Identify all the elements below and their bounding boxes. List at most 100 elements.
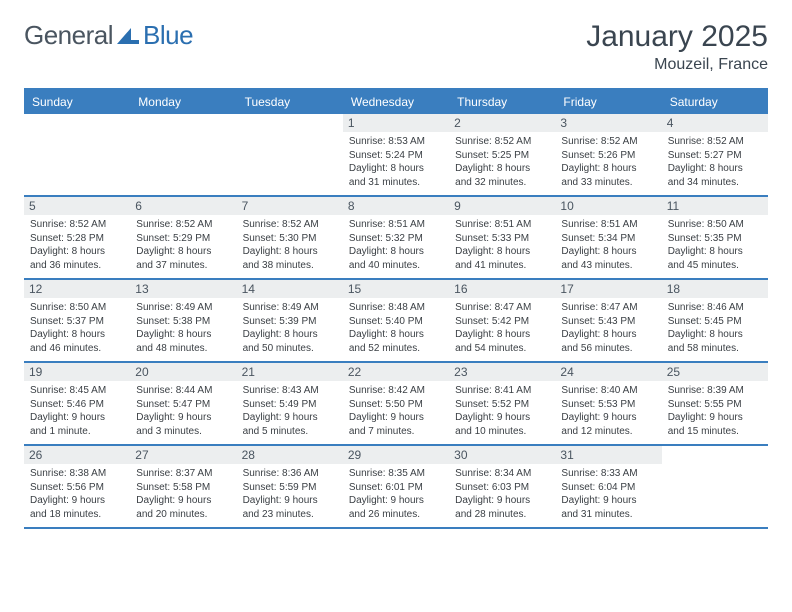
day-info: Sunrise: 8:35 AMSunset: 6:01 PMDaylight:… <box>349 467 443 521</box>
day-info: Sunrise: 8:41 AMSunset: 5:52 PMDaylight:… <box>455 384 549 438</box>
sunset-text: Sunset: 5:52 PM <box>455 398 549 412</box>
sunset-text: Sunset: 5:58 PM <box>136 481 230 495</box>
sunrise-text: Sunrise: 8:47 AM <box>561 301 655 315</box>
sunrise-text: Sunrise: 8:51 AM <box>455 218 549 232</box>
sunrise-text: Sunrise: 8:52 AM <box>243 218 337 232</box>
daylight-text: Daylight: 8 hours and 45 minutes. <box>668 245 762 272</box>
day-cell: 6 Sunrise: 8:52 AMSunset: 5:29 PMDaylight… <box>130 197 236 278</box>
day-number: 16 <box>449 280 555 298</box>
calendar: Sunday Monday Tuesday Wednesday Thursday… <box>24 88 768 529</box>
sunrise-text: Sunrise: 8:42 AM <box>349 384 443 398</box>
day-number: 6 <box>130 197 236 215</box>
day-cell: 21Sunrise: 8:43 AMSunset: 5:49 PMDayligh… <box>237 363 343 444</box>
sunset-text: Sunset: 5:40 PM <box>349 315 443 329</box>
daylight-text: Daylight: 8 hours and 48 minutes. <box>136 328 230 355</box>
weekday-header-row: Sunday Monday Tuesday Wednesday Thursday… <box>24 90 768 114</box>
day-info: Sunrise: 8:34 AMSunset: 6:03 PMDaylight:… <box>455 467 549 521</box>
daylight-text: Daylight: 8 hours and 43 minutes. <box>561 245 655 272</box>
day-info: Sunrise: 8:44 AMSunset: 5:47 PMDaylight:… <box>136 384 230 438</box>
sunset-text: Sunset: 5:29 PM <box>136 232 230 246</box>
day-cell: 12Sunrise: 8:50 AMSunset: 5:37 PMDayligh… <box>24 280 130 361</box>
sunset-text: Sunset: 5:50 PM <box>349 398 443 412</box>
sunset-text: Sunset: 5:59 PM <box>243 481 337 495</box>
day-info: Sunrise: 8:47 AMSunset: 5:43 PMDaylight:… <box>561 301 655 355</box>
day-number: 22 <box>343 363 449 381</box>
sunrise-text: Sunrise: 8:53 AM <box>349 135 443 149</box>
day-cell: 11Sunrise: 8:50 AMSunset: 5:35 PMDayligh… <box>662 197 768 278</box>
daylight-text: Daylight: 9 hours and 12 minutes. <box>561 411 655 438</box>
sunset-text: Sunset: 5:47 PM <box>136 398 230 412</box>
day-cell: 27 Sunrise: 8:37 AMSunset: 5:58 PMDayligh… <box>130 446 236 527</box>
day-info: Sunrise: 8:39 AMSunset: 5:55 PMDaylight:… <box>668 384 762 438</box>
day-cell: 4Sunrise: 8:52 AMSunset: 5:27 PMDaylight… <box>662 114 768 195</box>
day-info: Sunrise: 8:37 AMSunset: 5:58 PMDaylight:… <box>136 467 230 521</box>
day-cell: 8Sunrise: 8:51 AMSunset: 5:32 PMDaylight… <box>343 197 449 278</box>
sunrise-text: Sunrise: 8:44 AM <box>136 384 230 398</box>
sunset-text: Sunset: 5:32 PM <box>349 232 443 246</box>
day-info: Sunrise: 8:51 AMSunset: 5:32 PMDaylight:… <box>349 218 443 272</box>
day-info: Sunrise: 8:40 AMSunset: 5:53 PMDaylight:… <box>561 384 655 438</box>
day-cell: 17Sunrise: 8:47 AMSunset: 5:43 PMDayligh… <box>555 280 661 361</box>
day-number: 28 <box>237 446 343 464</box>
sunset-text: Sunset: 5:38 PM <box>136 315 230 329</box>
title-block: January 2025 Mouzeil, France <box>586 20 768 74</box>
daylight-text: Daylight: 9 hours and 26 minutes. <box>349 494 443 521</box>
daylight-text: Daylight: 8 hours and 40 minutes. <box>349 245 443 272</box>
daylight-text: Daylight: 9 hours and 10 minutes. <box>455 411 549 438</box>
day-cell: 16Sunrise: 8:47 AMSunset: 5:42 PMDayligh… <box>449 280 555 361</box>
sunrise-text: Sunrise: 8:51 AM <box>349 218 443 232</box>
daylight-text: Daylight: 9 hours and 31 minutes. <box>561 494 655 521</box>
sunrise-text: Sunrise: 8:35 AM <box>349 467 443 481</box>
daylight-text: Daylight: 8 hours and 52 minutes. <box>349 328 443 355</box>
day-info: Sunrise: 8:33 AMSunset: 6:04 PMDaylight:… <box>561 467 655 521</box>
day-info: Sunrise: 8:45 AMSunset: 5:46 PMDaylight:… <box>30 384 124 438</box>
day-cell: 1Sunrise: 8:53 AMSunset: 5:24 PMDaylight… <box>343 114 449 195</box>
sunset-text: Sunset: 5:43 PM <box>561 315 655 329</box>
day-cell: 2Sunrise: 8:52 AMSunset: 5:25 PMDaylight… <box>449 114 555 195</box>
weekday-header: Thursday <box>449 90 555 114</box>
sunset-text: Sunset: 5:24 PM <box>349 149 443 163</box>
day-cell: 13Sunrise: 8:49 AMSunset: 5:38 PMDayligh… <box>130 280 236 361</box>
sunrise-text: Sunrise: 8:40 AM <box>561 384 655 398</box>
sunset-text: Sunset: 5:53 PM <box>561 398 655 412</box>
daylight-text: Daylight: 8 hours and 58 minutes. <box>668 328 762 355</box>
daylight-text: Daylight: 8 hours and 41 minutes. <box>455 245 549 272</box>
daylight-text: Daylight: 9 hours and 18 minutes. <box>30 494 124 521</box>
day-info: Sunrise: 8:52 AMSunset: 5:27 PMDaylight:… <box>668 135 762 189</box>
header: General Blue January 2025 Mouzeil, Franc… <box>24 20 768 74</box>
sunrise-text: Sunrise: 8:48 AM <box>349 301 443 315</box>
daylight-text: Daylight: 9 hours and 1 minute. <box>30 411 124 438</box>
brand-logo: General Blue <box>24 20 193 51</box>
daylight-text: Daylight: 8 hours and 34 minutes. <box>668 162 762 189</box>
day-number: 15 <box>343 280 449 298</box>
day-number: 27 <box>130 446 236 464</box>
sunset-text: Sunset: 5:49 PM <box>243 398 337 412</box>
day-info: Sunrise: 8:51 AMSunset: 5:33 PMDaylight:… <box>455 218 549 272</box>
sunrise-text: Sunrise: 8:47 AM <box>455 301 549 315</box>
day-info: Sunrise: 8:52 AMSunset: 5:29 PMDaylight:… <box>136 218 230 272</box>
location: Mouzeil, France <box>586 56 768 74</box>
sunset-text: Sunset: 6:01 PM <box>349 481 443 495</box>
day-number: 2 <box>449 114 555 132</box>
day-cell: 29Sunrise: 8:35 AMSunset: 6:01 PMDayligh… <box>343 446 449 527</box>
sunrise-text: Sunrise: 8:49 AM <box>243 301 337 315</box>
sunset-text: Sunset: 5:25 PM <box>455 149 549 163</box>
sunset-text: Sunset: 5:34 PM <box>561 232 655 246</box>
sunset-text: Sunset: 5:35 PM <box>668 232 762 246</box>
brand-text-1: General <box>24 20 113 51</box>
day-number: 20 <box>130 363 236 381</box>
day-number: 24 <box>555 363 661 381</box>
day-number: 18 <box>662 280 768 298</box>
day-cell: 20 Sunrise: 8:44 AMSunset: 5:47 PMDayligh… <box>130 363 236 444</box>
day-number: 30 <box>449 446 555 464</box>
daylight-text: Daylight: 9 hours and 23 minutes. <box>243 494 337 521</box>
daylight-text: Daylight: 9 hours and 5 minutes. <box>243 411 337 438</box>
sunrise-text: Sunrise: 8:52 AM <box>30 218 124 232</box>
sunrise-text: Sunrise: 8:51 AM <box>561 218 655 232</box>
sunrise-text: Sunrise: 8:52 AM <box>668 135 762 149</box>
day-number: 21 <box>237 363 343 381</box>
day-cell: 14Sunrise: 8:49 AMSunset: 5:39 PMDayligh… <box>237 280 343 361</box>
sunrise-text: Sunrise: 8:33 AM <box>561 467 655 481</box>
daylight-text: Daylight: 8 hours and 50 minutes. <box>243 328 337 355</box>
sunset-text: Sunset: 5:26 PM <box>561 149 655 163</box>
